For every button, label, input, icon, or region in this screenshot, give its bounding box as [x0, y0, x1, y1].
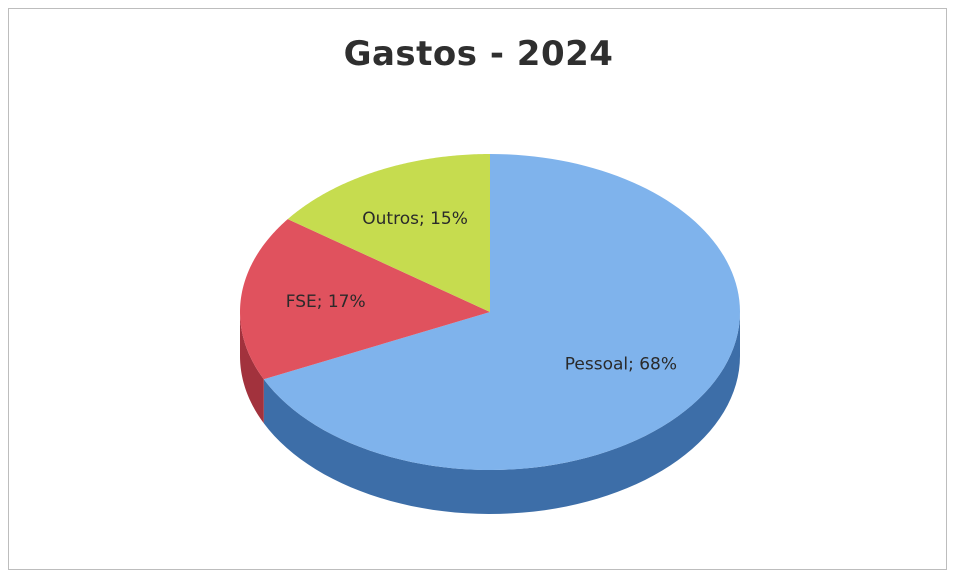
pie-labels: Pessoal; 68% FSE; 17% Outros; 15%: [286, 209, 677, 374]
slice-label-outros: Outros; 15%: [362, 209, 468, 229]
pie-tops: [240, 154, 740, 470]
slice-label-fse: FSE; 17%: [286, 292, 366, 312]
pie-slice-fse: [240, 219, 490, 380]
chart-title: Gastos - 2024: [343, 34, 614, 74]
pie-slice-pessoal: [263, 154, 740, 470]
pie-slice-outros: [287, 154, 490, 312]
pie-side-fse: [240, 312, 264, 424]
slice-label-pessoal: Pessoal; 68%: [565, 355, 677, 375]
pie-side-pessoal: [263, 312, 740, 514]
pie-sides: [240, 312, 740, 514]
